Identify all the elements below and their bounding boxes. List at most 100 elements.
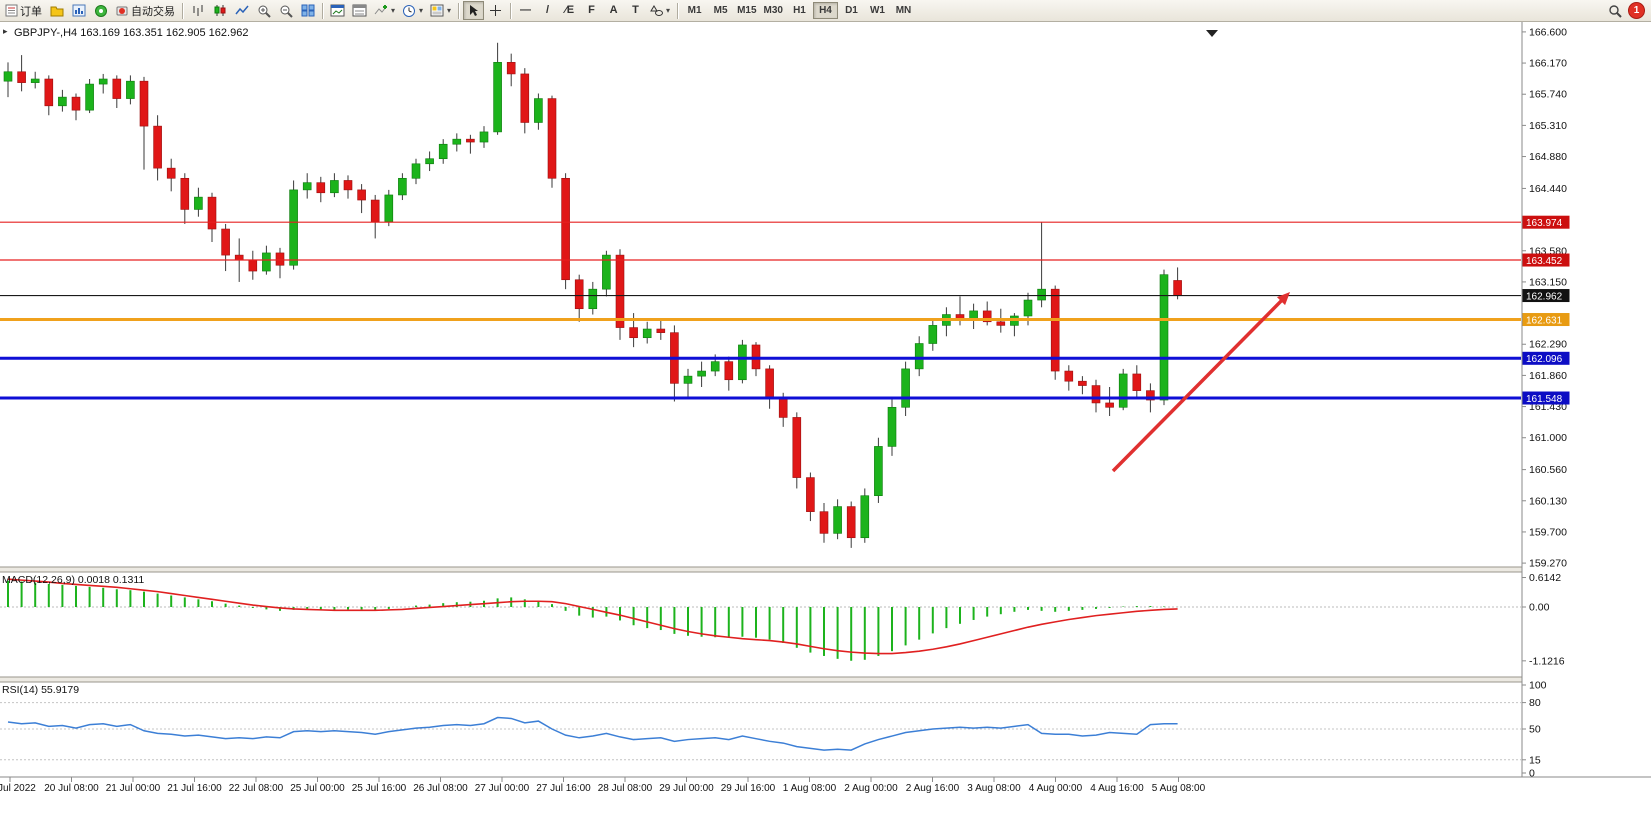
- svg-text:20 Jul 08:00: 20 Jul 08:00: [44, 783, 99, 794]
- svg-text:159.270: 159.270: [1529, 558, 1567, 570]
- line-chart-icon: [234, 5, 249, 15]
- periods-button[interactable]: ▾: [399, 1, 426, 20]
- timeframe-h1-button[interactable]: H1: [787, 2, 812, 19]
- search-icon: [1608, 4, 1622, 18]
- autotrading-label: 自动交易: [131, 5, 175, 18]
- svg-text:4 Aug 00:00: 4 Aug 00:00: [1029, 783, 1083, 794]
- dropdown-arrow-icon: ▾: [447, 6, 452, 15]
- fibonacci-tool-button[interactable]: F: [581, 1, 602, 20]
- svg-text:-1.1216: -1.1216: [1529, 655, 1565, 667]
- horizontal-line-icon: —: [520, 4, 532, 16]
- dropdown-arrow-icon: ▾: [419, 6, 424, 15]
- bar-chart-icon: [193, 5, 202, 16]
- market-watch-button[interactable]: [68, 1, 89, 20]
- svg-text:162.962: 162.962: [1526, 291, 1563, 302]
- toolbar-separator: [458, 2, 460, 19]
- svg-text:1 Aug 08:00: 1 Aug 08:00: [783, 783, 837, 794]
- candlestick-chart-icon: [214, 5, 225, 16]
- svg-text:100: 100: [1529, 680, 1547, 692]
- svg-text:25 Jul 16:00: 25 Jul 16:00: [352, 783, 407, 794]
- new-order-label: 订单: [20, 5, 42, 18]
- svg-text:80: 80: [1529, 697, 1541, 709]
- timeframe-h4-button[interactable]: H4: [812, 2, 838, 19]
- toolbar-separator: [677, 2, 679, 19]
- svg-text:26 Jul 08:00: 26 Jul 08:00: [413, 783, 468, 794]
- zoom-out-button[interactable]: [275, 1, 296, 20]
- svg-text:0: 0: [1529, 768, 1535, 780]
- bar-chart-button[interactable]: [187, 1, 208, 20]
- svg-text:165.310: 165.310: [1529, 120, 1567, 132]
- zoom-out-icon: [280, 5, 293, 18]
- symbol-ohlc-header: GBPJPY-,H4 163.169 163.351 162.905 162.9…: [14, 27, 249, 39]
- timeframe-d1-button[interactable]: D1: [839, 2, 864, 19]
- profiles-button[interactable]: [46, 1, 67, 20]
- zoom-in-button[interactable]: [253, 1, 274, 20]
- indicators-icon: [374, 5, 387, 15]
- svg-text:165.740: 165.740: [1529, 89, 1567, 101]
- timeframe-m1-button[interactable]: M1: [682, 2, 707, 19]
- svg-text:21 Jul 16:00: 21 Jul 16:00: [167, 783, 222, 794]
- dropdown-arrow-icon: ▾: [666, 6, 671, 15]
- label-tool-button[interactable]: T: [625, 1, 646, 20]
- new-chart-icon: [330, 4, 345, 17]
- timeframe-w1-button[interactable]: W1: [865, 2, 890, 19]
- svg-text:27 Jul 16:00: 27 Jul 16:00: [536, 783, 591, 794]
- new-order-icon: [5, 4, 18, 17]
- tile-windows-button[interactable]: [297, 1, 318, 20]
- svg-text:162.631: 162.631: [1526, 315, 1563, 326]
- label-tool-icon: T: [632, 4, 639, 16]
- cursor-icon: [469, 5, 478, 16]
- svg-text:50: 50: [1529, 724, 1541, 736]
- timeframe-m5-button[interactable]: M5: [708, 2, 733, 19]
- text-tool-button[interactable]: A: [603, 1, 624, 20]
- svg-text:161.548: 161.548: [1526, 394, 1563, 405]
- timeframe-m30-button[interactable]: M30: [761, 2, 786, 19]
- line-chart-button[interactable]: [231, 1, 252, 20]
- autotrading-button[interactable]: 自动交易: [112, 1, 178, 20]
- timeframe-m15-button[interactable]: M15: [734, 2, 759, 19]
- shapes-icon: [650, 4, 664, 16]
- shapes-tool-button[interactable]: ▾: [647, 1, 673, 20]
- toolbar-separator: [182, 2, 183, 19]
- templates-button[interactable]: ▾: [427, 1, 454, 20]
- profiles-icon: [50, 6, 63, 17]
- notification-badge[interactable]: 1: [1628, 2, 1645, 19]
- timeframe-mn-button[interactable]: MN: [891, 2, 916, 19]
- svg-text:21 Jul 00:00: 21 Jul 00:00: [106, 783, 161, 794]
- crosshair-button[interactable]: [485, 1, 506, 20]
- chart-list-button[interactable]: [349, 1, 370, 20]
- new-chart-button[interactable]: [327, 1, 348, 20]
- channel-tool-button[interactable]: ⁄E: [559, 1, 580, 20]
- horizontal-line-tool-button[interactable]: —: [515, 1, 536, 20]
- svg-text:2 Aug 16:00: 2 Aug 16:00: [906, 783, 960, 794]
- channel-icon: ⁄E: [564, 4, 575, 16]
- price-chart-canvas[interactable]: 166.600 166.170 165.740 165.310 164.880 164.4…: [0, 22, 1651, 837]
- periods-clock-icon: [403, 4, 416, 17]
- trendline-icon: /: [546, 4, 550, 16]
- search-button[interactable]: [1604, 1, 1625, 20]
- one-click-trading-toggle-icon[interactable]: ▸: [3, 26, 8, 36]
- rsi-indicator-label: RSI(14) 55.9179: [2, 684, 80, 696]
- indicators-button[interactable]: ▾: [371, 1, 398, 20]
- cursor-button[interactable]: [463, 1, 485, 20]
- svg-text:27 Jul 00:00: 27 Jul 00:00: [475, 783, 530, 794]
- data-window-button[interactable]: [90, 1, 111, 20]
- svg-text:164.880: 164.880: [1529, 151, 1567, 163]
- svg-text:25 Jul 00:00: 25 Jul 00:00: [290, 783, 345, 794]
- svg-text:4 Aug 16:00: 4 Aug 16:00: [1090, 783, 1144, 794]
- text-tool-icon: A: [609, 4, 618, 16]
- svg-text:28 Jul 08:00: 28 Jul 08:00: [598, 783, 653, 794]
- new-order-button[interactable]: 订单: [2, 1, 45, 20]
- svg-text:15: 15: [1529, 754, 1541, 766]
- svg-text:163.150: 163.150: [1529, 276, 1567, 288]
- trendline-tool-button[interactable]: /: [537, 1, 558, 20]
- svg-text:159.700: 159.700: [1529, 526, 1567, 538]
- templates-icon: [430, 4, 444, 17]
- market-watch-icon: [72, 4, 85, 17]
- svg-text:5 Aug 08:00: 5 Aug 08:00: [1152, 783, 1206, 794]
- zoom-in-icon: [258, 5, 271, 18]
- candlestick-chart-button[interactable]: [209, 1, 230, 20]
- main-toolbar: 订单 自动交易 ▾ ▾: [0, 0, 1651, 22]
- toolbar-separator: [510, 2, 512, 19]
- svg-text:166.170: 166.170: [1529, 58, 1567, 70]
